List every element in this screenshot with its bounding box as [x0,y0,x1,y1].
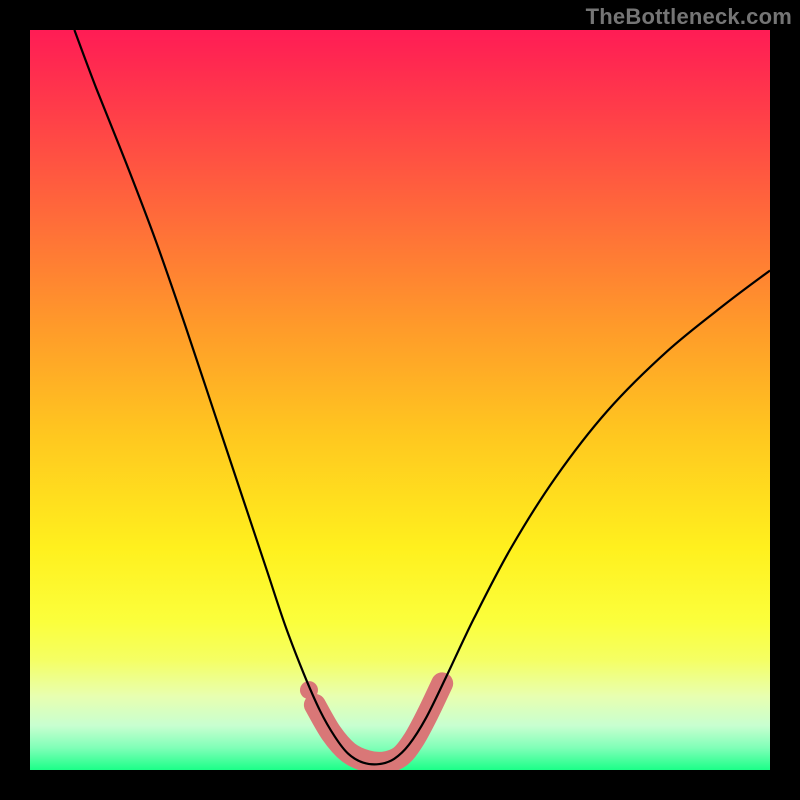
figure-container: { "watermark": { "text": "TheBottleneck.… [0,0,800,800]
plot-area [30,30,770,770]
gradient-background [30,30,770,770]
watermark: TheBottleneck.com [586,4,792,30]
chart-svg [30,30,770,770]
